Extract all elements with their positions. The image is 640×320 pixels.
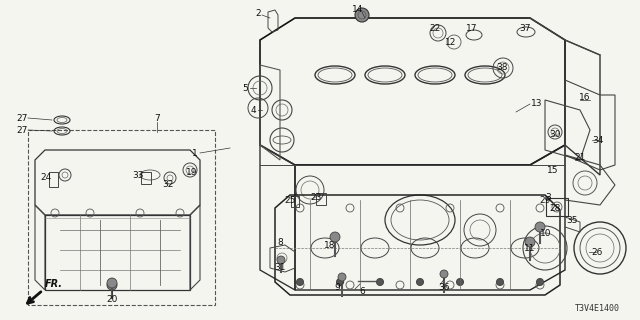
Bar	[546, 198, 568, 216]
Text: 3: 3	[545, 193, 551, 202]
Text: 21: 21	[574, 153, 586, 162]
Text: 34: 34	[592, 135, 604, 145]
Bar	[49, 172, 58, 187]
Text: 25: 25	[284, 196, 296, 204]
Text: 6: 6	[359, 286, 365, 295]
Text: 9: 9	[334, 284, 340, 292]
Circle shape	[107, 280, 117, 290]
Text: 2: 2	[255, 9, 261, 18]
Text: 19: 19	[186, 167, 198, 177]
Text: 22: 22	[429, 23, 440, 33]
Text: 31: 31	[275, 262, 285, 271]
Text: 13: 13	[531, 99, 543, 108]
Text: 37: 37	[519, 23, 531, 33]
Bar	[141, 172, 151, 184]
Text: 38: 38	[496, 62, 508, 71]
Circle shape	[330, 232, 340, 242]
Text: 15: 15	[547, 165, 559, 174]
Circle shape	[355, 8, 369, 22]
Text: 12: 12	[445, 37, 457, 46]
Circle shape	[535, 222, 545, 232]
Text: 30: 30	[549, 130, 561, 139]
Circle shape	[338, 273, 346, 281]
Text: 29: 29	[540, 196, 550, 204]
Text: 14: 14	[352, 4, 364, 13]
Circle shape	[417, 278, 424, 285]
Text: FR.: FR.	[45, 279, 63, 289]
Text: 33: 33	[132, 171, 144, 180]
Text: T3V4E1400: T3V4E1400	[575, 304, 620, 313]
Text: 18: 18	[324, 241, 336, 250]
Text: 20: 20	[106, 295, 118, 305]
Text: 11: 11	[524, 244, 536, 252]
Text: 32: 32	[163, 180, 173, 188]
Circle shape	[337, 278, 344, 285]
Text: 4: 4	[250, 106, 256, 115]
Circle shape	[296, 278, 303, 285]
Circle shape	[456, 278, 463, 285]
Text: 27: 27	[16, 125, 28, 134]
Text: 36: 36	[438, 283, 450, 292]
Text: 35: 35	[566, 215, 578, 225]
Circle shape	[525, 237, 535, 247]
Circle shape	[440, 270, 448, 278]
Text: 17: 17	[467, 23, 477, 33]
Circle shape	[536, 278, 543, 285]
Text: 5: 5	[242, 84, 248, 92]
Text: 7: 7	[154, 114, 160, 123]
Text: 8: 8	[277, 237, 283, 246]
Text: 28: 28	[549, 204, 561, 212]
Text: 10: 10	[540, 228, 552, 237]
Circle shape	[497, 278, 504, 285]
Text: 1: 1	[192, 148, 198, 157]
Circle shape	[376, 278, 383, 285]
Circle shape	[107, 278, 117, 288]
Text: 24: 24	[40, 172, 52, 181]
Bar	[316, 193, 326, 205]
Circle shape	[277, 256, 285, 264]
Text: 16: 16	[579, 92, 591, 101]
Text: 26: 26	[591, 247, 603, 257]
Text: 27: 27	[16, 114, 28, 123]
Text: 23: 23	[310, 193, 322, 202]
Bar	[291, 196, 299, 207]
